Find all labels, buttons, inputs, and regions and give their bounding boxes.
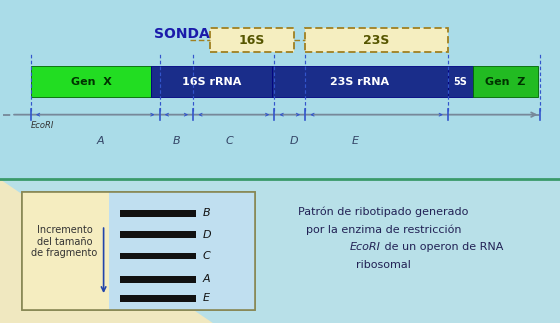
Text: Gen  X: Gen X: [71, 77, 111, 87]
Bar: [22, 192, 255, 310]
Text: E: E: [203, 293, 209, 303]
Text: B: B: [203, 208, 211, 218]
Bar: [305, 28, 448, 52]
Text: por la enzima de restricción: por la enzima de restricción: [306, 224, 461, 234]
Text: EcoRI: EcoRI: [31, 121, 54, 130]
Bar: [31, 66, 151, 97]
Text: D: D: [290, 136, 298, 145]
Bar: [120, 295, 196, 302]
Text: 23S: 23S: [363, 34, 390, 47]
Text: A: A: [203, 275, 211, 285]
Text: C: C: [203, 251, 211, 261]
Text: de un operon de RNA: de un operon de RNA: [381, 242, 503, 252]
Bar: [109, 192, 255, 310]
Bar: [473, 66, 538, 97]
Text: ribosomal: ribosomal: [356, 260, 411, 270]
Text: Incremento
del tamaño
de fragmento: Incremento del tamaño de fragmento: [31, 225, 97, 258]
Text: 5S: 5S: [454, 77, 468, 87]
Bar: [120, 276, 196, 283]
Text: D: D: [203, 230, 211, 240]
Text: Patrón de ribotipado generado: Patrón de ribotipado generado: [298, 206, 469, 217]
Bar: [120, 231, 196, 238]
Polygon shape: [0, 179, 560, 323]
Bar: [22, 192, 255, 310]
Bar: [272, 66, 448, 97]
Text: 16S rRNA: 16S rRNA: [181, 77, 241, 87]
Bar: [210, 28, 294, 52]
Text: SONDA: SONDA: [154, 27, 210, 41]
Bar: [120, 210, 196, 217]
Text: E: E: [352, 136, 359, 145]
Text: B: B: [172, 136, 180, 145]
Bar: [120, 253, 196, 259]
Polygon shape: [0, 179, 213, 323]
Bar: [151, 66, 272, 97]
Text: C: C: [226, 136, 234, 145]
Text: Gen  Z: Gen Z: [485, 77, 526, 87]
Bar: [22, 192, 109, 310]
Bar: [0, 0, 560, 179]
Polygon shape: [0, 179, 213, 323]
Text: EcoRI: EcoRI: [350, 242, 381, 252]
Text: 23S rRNA: 23S rRNA: [330, 77, 389, 87]
Text: 16S: 16S: [239, 34, 265, 47]
Bar: [448, 66, 473, 97]
Text: A: A: [97, 136, 105, 145]
